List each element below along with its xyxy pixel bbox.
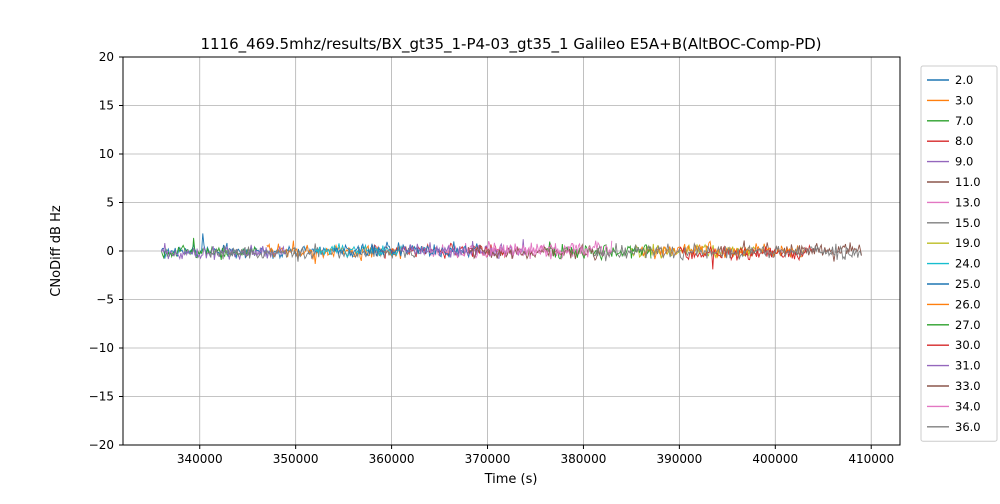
series-line-34.0 xyxy=(487,240,613,258)
y-axis-label: CNoDiff dB Hz xyxy=(49,205,64,297)
legend-label: 11.0 xyxy=(955,175,981,189)
x-tick-label: 410000 xyxy=(848,452,894,466)
legend-label: 2.0 xyxy=(955,73,973,87)
series-line-15.0 xyxy=(208,243,421,262)
legend-label: 15.0 xyxy=(955,216,981,230)
x-axis-label: Time (s) xyxy=(484,472,538,487)
legend-label: 30.0 xyxy=(955,338,981,352)
legend-label: 13.0 xyxy=(955,195,981,209)
legend-label: 9.0 xyxy=(955,155,973,169)
legend-label: 31.0 xyxy=(955,359,981,373)
y-tick-label: 5 xyxy=(106,196,114,210)
legend-label: 33.0 xyxy=(955,379,981,393)
legend-label: 26.0 xyxy=(955,297,981,311)
legend-label: 34.0 xyxy=(955,399,981,413)
series-line-30.0 xyxy=(678,244,815,270)
y-tick-label: −15 xyxy=(89,390,114,404)
y-tick-label: 15 xyxy=(99,99,114,113)
series-line-25.0 xyxy=(333,241,479,259)
x-tick-label: 340000 xyxy=(177,452,223,466)
series-line-27.0 xyxy=(544,241,652,262)
tick-marks-and-labels: 340000 350000 360000 370000 380000 390000 4000… xyxy=(89,50,894,466)
y-tick-label: −5 xyxy=(96,293,114,307)
legend-label: 19.0 xyxy=(955,236,981,250)
legend: 2.0 3.0 7.0 8.0 9.0 11.0 13.0 15.0 19.0 24.0 25.0 2… xyxy=(920,65,998,442)
legend-label: 25.0 xyxy=(955,277,981,291)
x-tick-label: 360000 xyxy=(369,452,415,466)
y-tick-label: 10 xyxy=(99,147,114,161)
legend-label: 7.0 xyxy=(955,114,973,128)
x-tick-label: 350000 xyxy=(273,452,319,466)
legend-label: 24.0 xyxy=(955,257,981,271)
y-tick-label: −20 xyxy=(89,438,114,452)
series-lines xyxy=(160,233,863,270)
x-tick-label: 380000 xyxy=(561,452,607,466)
legend-label: 3.0 xyxy=(955,93,973,107)
y-tick-label: 20 xyxy=(99,50,114,64)
x-tick-label: 370000 xyxy=(465,452,511,466)
x-tick-label: 390000 xyxy=(656,452,702,466)
series-line-24.0 xyxy=(314,243,402,258)
legend-box xyxy=(920,65,998,442)
legend-label: 27.0 xyxy=(955,318,981,332)
legend-label: 8.0 xyxy=(955,134,973,148)
y-tick-label: −10 xyxy=(89,341,114,355)
series-line-36.0 xyxy=(592,242,862,262)
chart-title: 1116_469.5mhz/results/BX_gt35_1-P4-03_gt… xyxy=(200,35,821,54)
x-tick-label: 400000 xyxy=(752,452,798,466)
y-tick-label: 0 xyxy=(106,244,114,258)
legend-label: 36.0 xyxy=(955,420,981,434)
